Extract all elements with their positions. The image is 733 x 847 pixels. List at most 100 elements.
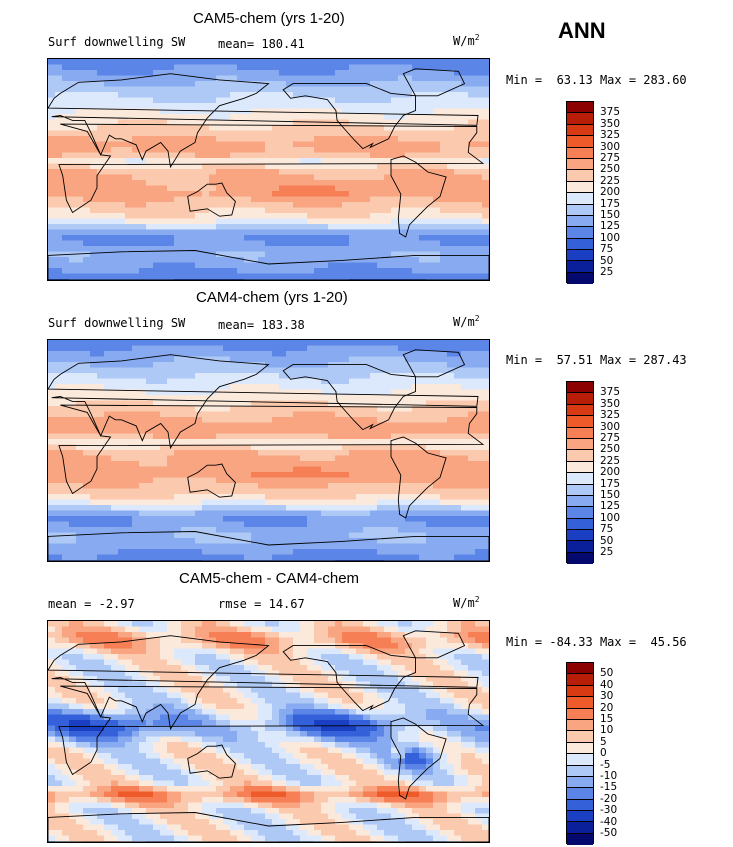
- field-cell: [370, 136, 378, 143]
- field-cell: [104, 538, 112, 545]
- field-cell: [300, 406, 308, 413]
- field-cell: [321, 340, 329, 347]
- field-cell: [139, 64, 147, 71]
- field-cell: [118, 543, 126, 550]
- field-cell: [202, 406, 210, 413]
- field-cell: [216, 108, 224, 115]
- field-cell: [314, 191, 322, 198]
- field-cell: [370, 169, 378, 176]
- field-cell: [202, 213, 210, 220]
- field-cell: [62, 257, 70, 264]
- field-cell: [139, 417, 147, 424]
- field-cell: [342, 345, 350, 352]
- field-cell: [461, 472, 469, 479]
- field-cell: [230, 218, 238, 225]
- field-cell: [160, 505, 168, 512]
- field-cell: [482, 59, 489, 66]
- field-cell: [132, 268, 140, 275]
- field-cell: [146, 229, 154, 236]
- field-cell: [426, 340, 434, 347]
- field-cell: [265, 505, 273, 512]
- field-cell: [384, 433, 392, 440]
- field-cell: [146, 455, 154, 462]
- field-cell: [167, 411, 175, 418]
- field-cell: [237, 400, 245, 407]
- field-cell: [209, 505, 217, 512]
- field-cell: [412, 345, 420, 352]
- field-cell: [482, 86, 489, 93]
- field-cell: [314, 494, 322, 501]
- field-cell: [90, 477, 98, 484]
- field-cell: [307, 114, 315, 121]
- field-cell: [132, 185, 140, 192]
- field-cell: [475, 378, 483, 385]
- field-cell: [104, 235, 112, 242]
- field-cell: [97, 70, 105, 77]
- field-cell: [153, 97, 161, 104]
- field-cell: [412, 521, 420, 528]
- field-cell: [328, 428, 336, 435]
- field-cell: [209, 202, 217, 209]
- field-cell: [454, 75, 462, 82]
- field-cell: [272, 406, 280, 413]
- field-cell: [244, 477, 252, 484]
- field-cell: [440, 378, 448, 385]
- field-cell: [97, 450, 105, 457]
- field-cell: [265, 406, 273, 413]
- field-cell: [321, 257, 329, 264]
- field-cell: [90, 378, 98, 385]
- field-cell: [426, 152, 434, 159]
- field-cell: [104, 59, 112, 66]
- field-cell: [433, 395, 441, 402]
- field-cell: [279, 345, 287, 352]
- field-cell: [258, 384, 266, 391]
- field-cell: [377, 191, 385, 198]
- field-cell: [195, 163, 203, 170]
- field-cell: [223, 378, 231, 385]
- field-cell: [160, 108, 168, 115]
- field-cell: [419, 510, 427, 517]
- field-cell: [223, 213, 231, 220]
- field-cell: [419, 125, 427, 132]
- field-cell: [384, 488, 392, 495]
- field-cell: [237, 207, 245, 214]
- field-cell: [377, 163, 385, 170]
- field-cell: [237, 257, 245, 264]
- field-cell: [167, 433, 175, 440]
- field-cell: [377, 147, 385, 154]
- field-cell: [328, 136, 336, 143]
- field-cell: [461, 516, 469, 523]
- field-cell: [475, 224, 483, 231]
- field-cell: [139, 125, 147, 132]
- field-cell: [139, 114, 147, 121]
- field-cell: [174, 257, 182, 264]
- field-cell: [377, 356, 385, 363]
- field-cell: [195, 279, 203, 280]
- field-cell: [293, 163, 301, 170]
- field-cell: [188, 538, 196, 545]
- field-cell: [104, 345, 112, 352]
- field-cell: [398, 428, 406, 435]
- field-cell: [258, 345, 266, 352]
- field-cell: [447, 240, 455, 247]
- field-cell: [118, 147, 126, 154]
- field-cell: [146, 389, 154, 396]
- field-cell: [286, 213, 294, 220]
- field-cell: [174, 279, 182, 280]
- field-cell: [209, 81, 217, 88]
- field-cell: [342, 450, 350, 457]
- field-cell: [62, 477, 70, 484]
- field-cell: [83, 158, 91, 165]
- field-cell: [230, 147, 238, 154]
- field-cell: [181, 158, 189, 165]
- field-cell: [181, 362, 189, 369]
- field-cell: [153, 428, 161, 435]
- field-cell: [230, 356, 238, 363]
- field-cell: [384, 152, 392, 159]
- field-cell: [272, 64, 280, 71]
- field-cell: [447, 251, 455, 258]
- field-cell: [321, 229, 329, 236]
- field-cell: [419, 119, 427, 126]
- field-cell: [454, 130, 462, 137]
- field-cell: [461, 538, 469, 545]
